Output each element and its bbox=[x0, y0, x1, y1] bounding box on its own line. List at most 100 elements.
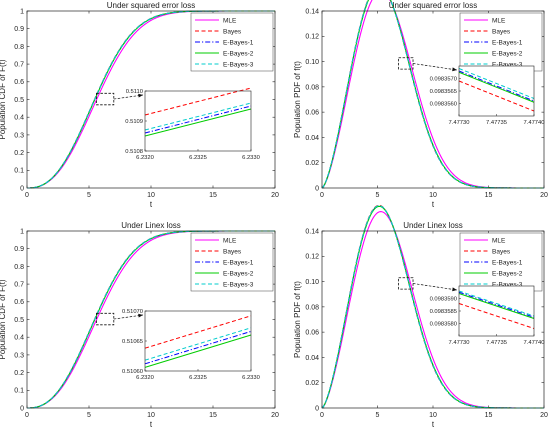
inset-plot: 6.2320 6.2325 6.2330 0.51060 0.51065 0.51070 bbox=[122, 309, 260, 381]
legend-label-mle: MLE bbox=[492, 18, 506, 25]
plot-frame bbox=[321, 230, 545, 409]
legend-label-e-bayes-3: E-Bayes-3 bbox=[223, 62, 254, 69]
y-axis-label: Population CDF of F(t) bbox=[0, 279, 7, 359]
x-tick-label: 15 bbox=[209, 412, 217, 419]
y-tick-label: 0 bbox=[20, 405, 24, 412]
inset-area bbox=[145, 91, 251, 151]
inset-x-tick-label: 6.2325 bbox=[189, 375, 207, 381]
x-tick-label: 20 bbox=[271, 192, 279, 199]
x-tick-label: 10 bbox=[429, 192, 437, 199]
inset-y-tick-label: 0.51060 bbox=[122, 369, 143, 375]
inset-line-bayes bbox=[144, 87, 252, 116]
y-tick-label: 0.06 bbox=[305, 110, 319, 117]
legend-label-mle: MLE bbox=[223, 18, 237, 25]
x-tick-label: 5 bbox=[376, 412, 380, 419]
y-tick-label: 0.6 bbox=[14, 79, 24, 86]
legend-label-mle: MLE bbox=[223, 238, 237, 245]
x-tick-label: 0 bbox=[25, 412, 29, 419]
x-tick-label: 10 bbox=[429, 412, 437, 419]
y-tick-label: 0 bbox=[315, 405, 319, 412]
y-tick-label: 0.12 bbox=[305, 34, 319, 41]
y-tick-label: 0.12 bbox=[305, 254, 319, 261]
x-axis-label: t bbox=[432, 420, 435, 429]
inset-line-bayes bbox=[458, 303, 535, 329]
inset-x-tick-label: 7.47740 bbox=[524, 120, 545, 126]
inset-area bbox=[459, 66, 534, 116]
inset-y-tick-label: 0.0983560 bbox=[430, 102, 457, 108]
zoom-arrowhead bbox=[138, 93, 143, 98]
x-tick-label: 15 bbox=[209, 192, 217, 199]
y-tick-label: 0.3 bbox=[14, 132, 24, 139]
legend-label-e-bayes-2: E-Bayes-2 bbox=[492, 51, 523, 58]
x-tick-label: 10 bbox=[147, 412, 155, 419]
inset-line-e-bayes-1 bbox=[458, 291, 535, 318]
inset-line-bayes bbox=[458, 80, 535, 112]
x-tick-label: 0 bbox=[320, 192, 324, 199]
y-tick-label: 0 bbox=[20, 185, 24, 192]
inset-x-tick-label: 6.2330 bbox=[242, 155, 260, 161]
y-tick-label: 0.5 bbox=[14, 97, 24, 104]
chart-panel-4: 0 5 10 15 20 0 0.02 0.04 0.06 0.08 0.10 0.12 0.14 Und… bbox=[293, 204, 548, 429]
legend-label-e-bayes-2: E-Bayes-2 bbox=[223, 271, 254, 278]
zoom-arrowhead bbox=[138, 313, 143, 318]
y-axis-label: Population CDF of F(t) bbox=[0, 59, 7, 139]
y-tick-label: 0.10 bbox=[305, 59, 319, 66]
inset-x-tick-label: 7.47735 bbox=[486, 340, 507, 346]
zoom-arrowhead bbox=[452, 67, 457, 72]
inset-plot: 6.2320 6.2325 6.2330 0.5108 0.5109 0.5110 bbox=[125, 87, 260, 161]
inset-area bbox=[459, 286, 534, 336]
y-tick-label: 0.5 bbox=[14, 317, 24, 324]
inset-x-tick-label: 7.47730 bbox=[449, 120, 470, 126]
x-axis-label: t bbox=[150, 420, 153, 429]
inset-line-e-bayes-2 bbox=[144, 108, 252, 137]
y-tick-label: 0 bbox=[315, 185, 319, 192]
inset-plot: 7.47730 7.47735 7.47740 0.0983560 0.0983565 0… bbox=[430, 65, 545, 126]
y-tick-label: 0.6 bbox=[14, 299, 24, 306]
legend-label-e-bayes-2: E-Bayes-2 bbox=[223, 51, 254, 58]
legend-box bbox=[459, 12, 543, 72]
inset-line-e-bayes-1 bbox=[144, 105, 252, 134]
chart-title: Under Linex loss bbox=[403, 221, 463, 230]
y-tick-label: 0.06 bbox=[305, 330, 319, 337]
chart-panel-2: 0 5 10 15 20 0 0.02 0.04 0.06 0.08 0.10 0.12 0.14 Und… bbox=[293, 0, 548, 209]
zoom-connector bbox=[412, 63, 458, 71]
y-tick-label: 0.1 bbox=[14, 168, 24, 175]
y-tick-label: 1 bbox=[20, 228, 24, 235]
y-tick-label: 0.2 bbox=[14, 370, 24, 377]
y-axis-label: Population PDF of f(t) bbox=[293, 61, 302, 138]
x-tick-label: 20 bbox=[540, 412, 548, 419]
chart-title: Under squared error loss bbox=[389, 1, 477, 10]
y-axis-label: Population PDF of f(t) bbox=[293, 281, 302, 358]
chart-title: Under Linex loss bbox=[121, 221, 181, 230]
legend-box bbox=[190, 232, 274, 292]
legend-label-e-bayes-3: E-Bayes-3 bbox=[492, 62, 523, 69]
y-tick-label: 0.4 bbox=[14, 335, 24, 342]
legend-label-e-bayes-1: E-Bayes-1 bbox=[223, 260, 254, 267]
inset-x-tick-label: 6.2330 bbox=[242, 375, 260, 381]
zoom-connector bbox=[113, 94, 144, 100]
y-tick-label: 0.02 bbox=[305, 160, 319, 167]
inset-x-tick-label: 7.47730 bbox=[449, 340, 470, 346]
inset-y-tick-label: 0.0983565 bbox=[430, 89, 457, 95]
inset-area bbox=[145, 311, 251, 371]
inset-y-tick-label: 0.51070 bbox=[122, 309, 143, 315]
zoom-marker-box bbox=[96, 92, 115, 106]
inset-plot: 7.47730 7.47735 7.47740 0.0983580 0.0983585 0… bbox=[430, 285, 544, 346]
y-tick-label: 0.7 bbox=[14, 282, 24, 289]
legend-label-e-bayes-1: E-Bayes-1 bbox=[492, 260, 523, 267]
inset-line-e-bayes-2 bbox=[144, 334, 252, 368]
plot-frame bbox=[321, 10, 545, 189]
zoom-marker-box bbox=[96, 312, 115, 326]
y-tick-label: 0.1 bbox=[14, 388, 24, 395]
inset-line-e-bayes-1 bbox=[144, 330, 252, 365]
zoom-connector bbox=[113, 314, 144, 320]
legend-label-bayes: Bayes bbox=[223, 29, 242, 36]
inset-y-tick-label: 0.5108 bbox=[125, 149, 143, 155]
x-tick-label: 5 bbox=[87, 192, 91, 199]
y-tick-label: 0.2 bbox=[14, 150, 24, 157]
legend-label-mle: MLE bbox=[492, 238, 506, 245]
legend-label-e-bayes-3: E-Bayes-3 bbox=[223, 282, 254, 289]
inset-line-e-bayes-3 bbox=[144, 102, 252, 131]
inset-y-tick-label: 0.5110 bbox=[126, 89, 143, 95]
